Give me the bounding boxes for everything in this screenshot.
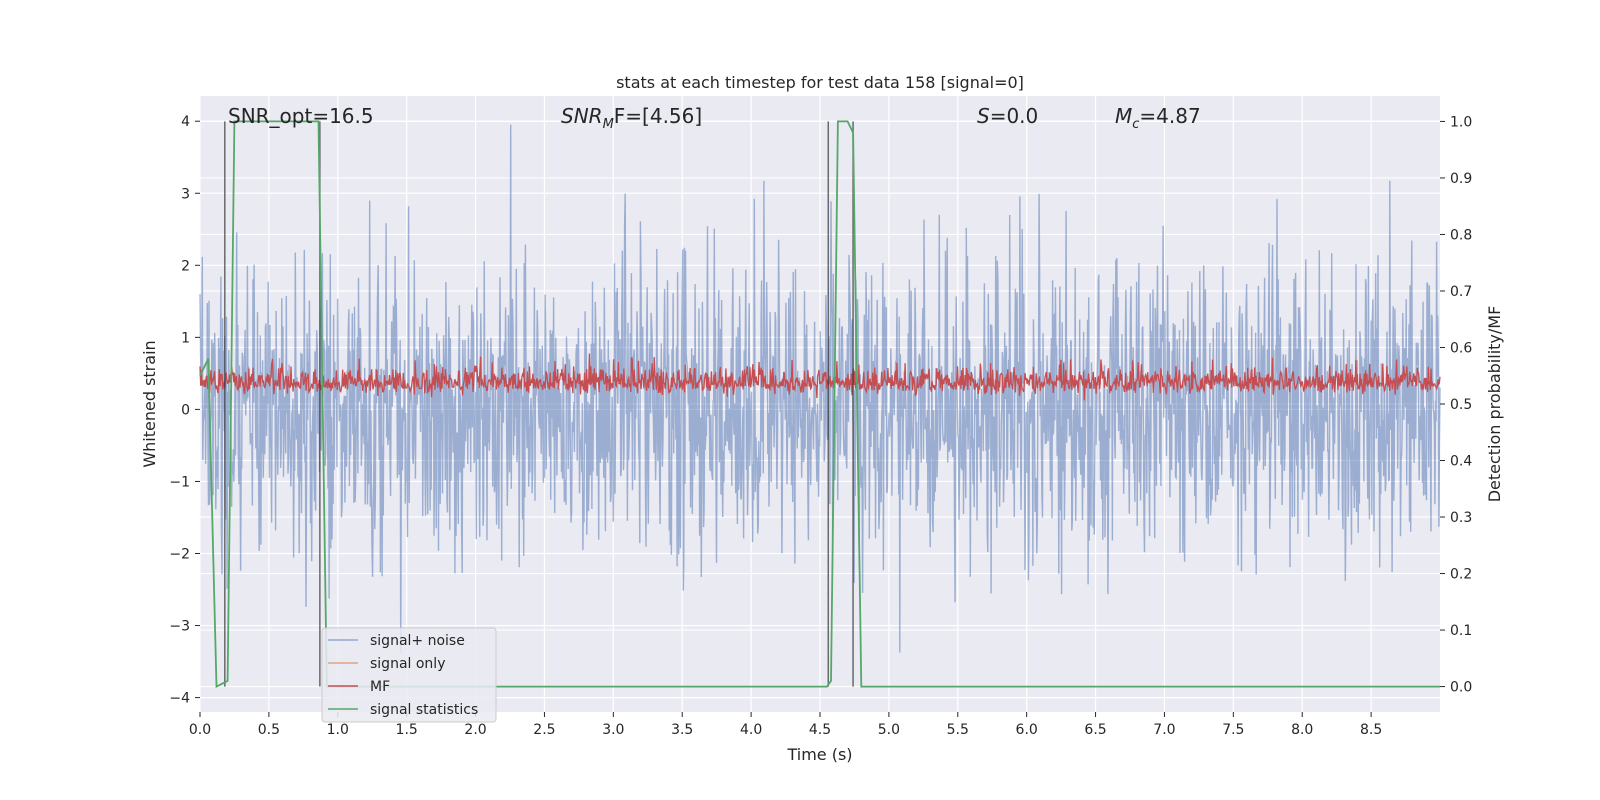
chart-title: stats at each timestep for test data 158… xyxy=(616,73,1024,92)
y-tick-label: 1 xyxy=(181,330,190,346)
annotation-snr-mf-rest: F=[4.56] xyxy=(614,104,702,128)
annotation-s-rest: =0.0 xyxy=(990,104,1039,128)
legend-label-noise: signal+ noise xyxy=(370,633,465,649)
signal-noise-series xyxy=(199,124,1441,654)
y-tick-label: −2 xyxy=(169,546,190,562)
y-tick-label: −3 xyxy=(169,619,190,635)
annotation-mc-sub: c xyxy=(1132,117,1139,132)
y-axis-label: Whitened strain xyxy=(140,340,159,467)
annotation-s-name: S xyxy=(977,104,990,128)
annotation-snr-mf-name: SNR xyxy=(561,104,603,128)
legend: signal+ noise signal only MF signal stat… xyxy=(321,627,497,723)
x-tick-label: 8.0 xyxy=(1291,722,1313,738)
y2-tick-label: 0.8 xyxy=(1450,227,1472,243)
y2-tick-label: 0.2 xyxy=(1450,567,1472,583)
x-tick-label: 3.5 xyxy=(671,722,693,738)
y2-tick-label: 0.5 xyxy=(1450,397,1472,413)
y2-tick-label: 0.6 xyxy=(1450,340,1472,356)
x-tick-label: 5.5 xyxy=(947,722,969,738)
x-tick-label: 6.0 xyxy=(1016,722,1038,738)
y2-tick-label: 0.3 xyxy=(1450,510,1472,526)
y2-tick-label: 0.0 xyxy=(1450,680,1472,696)
x-tick-label: 2.5 xyxy=(533,722,555,738)
x-tick-label: 8.5 xyxy=(1360,722,1382,738)
annotation-snr-opt: SNR_opt=16.5 xyxy=(228,104,374,128)
x-ticks: 0.0 0.5 1.0 1.5 2.0 2.5 3.0 3.5 4.0 4.5 5.0 5.5 6.0 6… xyxy=(189,712,1382,738)
y2-axis-label: Detection probability/MF xyxy=(1485,306,1504,503)
y-tick-label: −4 xyxy=(169,691,190,707)
x-tick-label: 0.5 xyxy=(258,722,280,738)
y-tick-label: −1 xyxy=(169,474,190,490)
y2-tick-label: 0.7 xyxy=(1450,284,1472,300)
x-tick-label: 4.0 xyxy=(740,722,762,738)
y-tick-label: 4 xyxy=(181,114,190,130)
x-tick-label: 1.0 xyxy=(327,722,349,738)
annotation-snr-mf-sub: M xyxy=(603,117,614,132)
mf-series xyxy=(199,353,1441,401)
signal-statistics-line xyxy=(199,120,1440,689)
y-tick-label: 3 xyxy=(181,186,190,202)
signal-statistics-series xyxy=(199,120,1440,689)
x-tick-label: 5.0 xyxy=(878,722,900,738)
x-tick-label: 6.5 xyxy=(1084,722,1106,738)
annotation-snr-mf: SNRMF=[4.56] xyxy=(561,104,702,132)
legend-label-signal-statistics: signal statistics xyxy=(370,702,478,718)
y-tick-label: 2 xyxy=(181,258,190,274)
annotation-mc: Mc=4.87 xyxy=(1115,104,1201,132)
x-tick-label: 7.0 xyxy=(1153,722,1175,738)
x-tick-label: 3.0 xyxy=(602,722,624,738)
signal-noise-line xyxy=(199,124,1441,654)
legend-box xyxy=(321,627,497,723)
annotation-s: S=0.0 xyxy=(977,104,1038,128)
legend-label-mf: MF xyxy=(370,679,390,695)
vertical-markers xyxy=(224,121,854,687)
x-tick-label: 0.0 xyxy=(189,722,211,738)
annotation-mc-name: M xyxy=(1115,104,1132,128)
y2-ticks: 0.0 0.1 0.2 0.3 0.4 0.5 0.6 0.7 0.8 0.9 1.0 xyxy=(1440,114,1472,696)
annotation-mc-rest: =4.87 xyxy=(1139,104,1200,128)
x-tick-label: 1.5 xyxy=(396,722,418,738)
x-tick-label: 7.5 xyxy=(1222,722,1244,738)
y-ticks: −4 −3 −2 −1 0 1 2 3 4 xyxy=(169,114,200,707)
y2-tick-label: 0.1 xyxy=(1450,623,1472,639)
x-tick-label: 2.0 xyxy=(464,722,486,738)
y2-tick-label: 1.0 xyxy=(1450,114,1472,130)
x-axis-label: Time (s) xyxy=(786,745,852,764)
y-tick-label: 0 xyxy=(181,402,190,418)
legend-label-signal-only: signal only xyxy=(370,656,445,672)
y2-tick-label: 0.9 xyxy=(1450,171,1472,187)
mf-line xyxy=(199,353,1441,401)
x-tick-label: 4.5 xyxy=(809,722,831,738)
y2-tick-label: 0.4 xyxy=(1450,454,1472,470)
